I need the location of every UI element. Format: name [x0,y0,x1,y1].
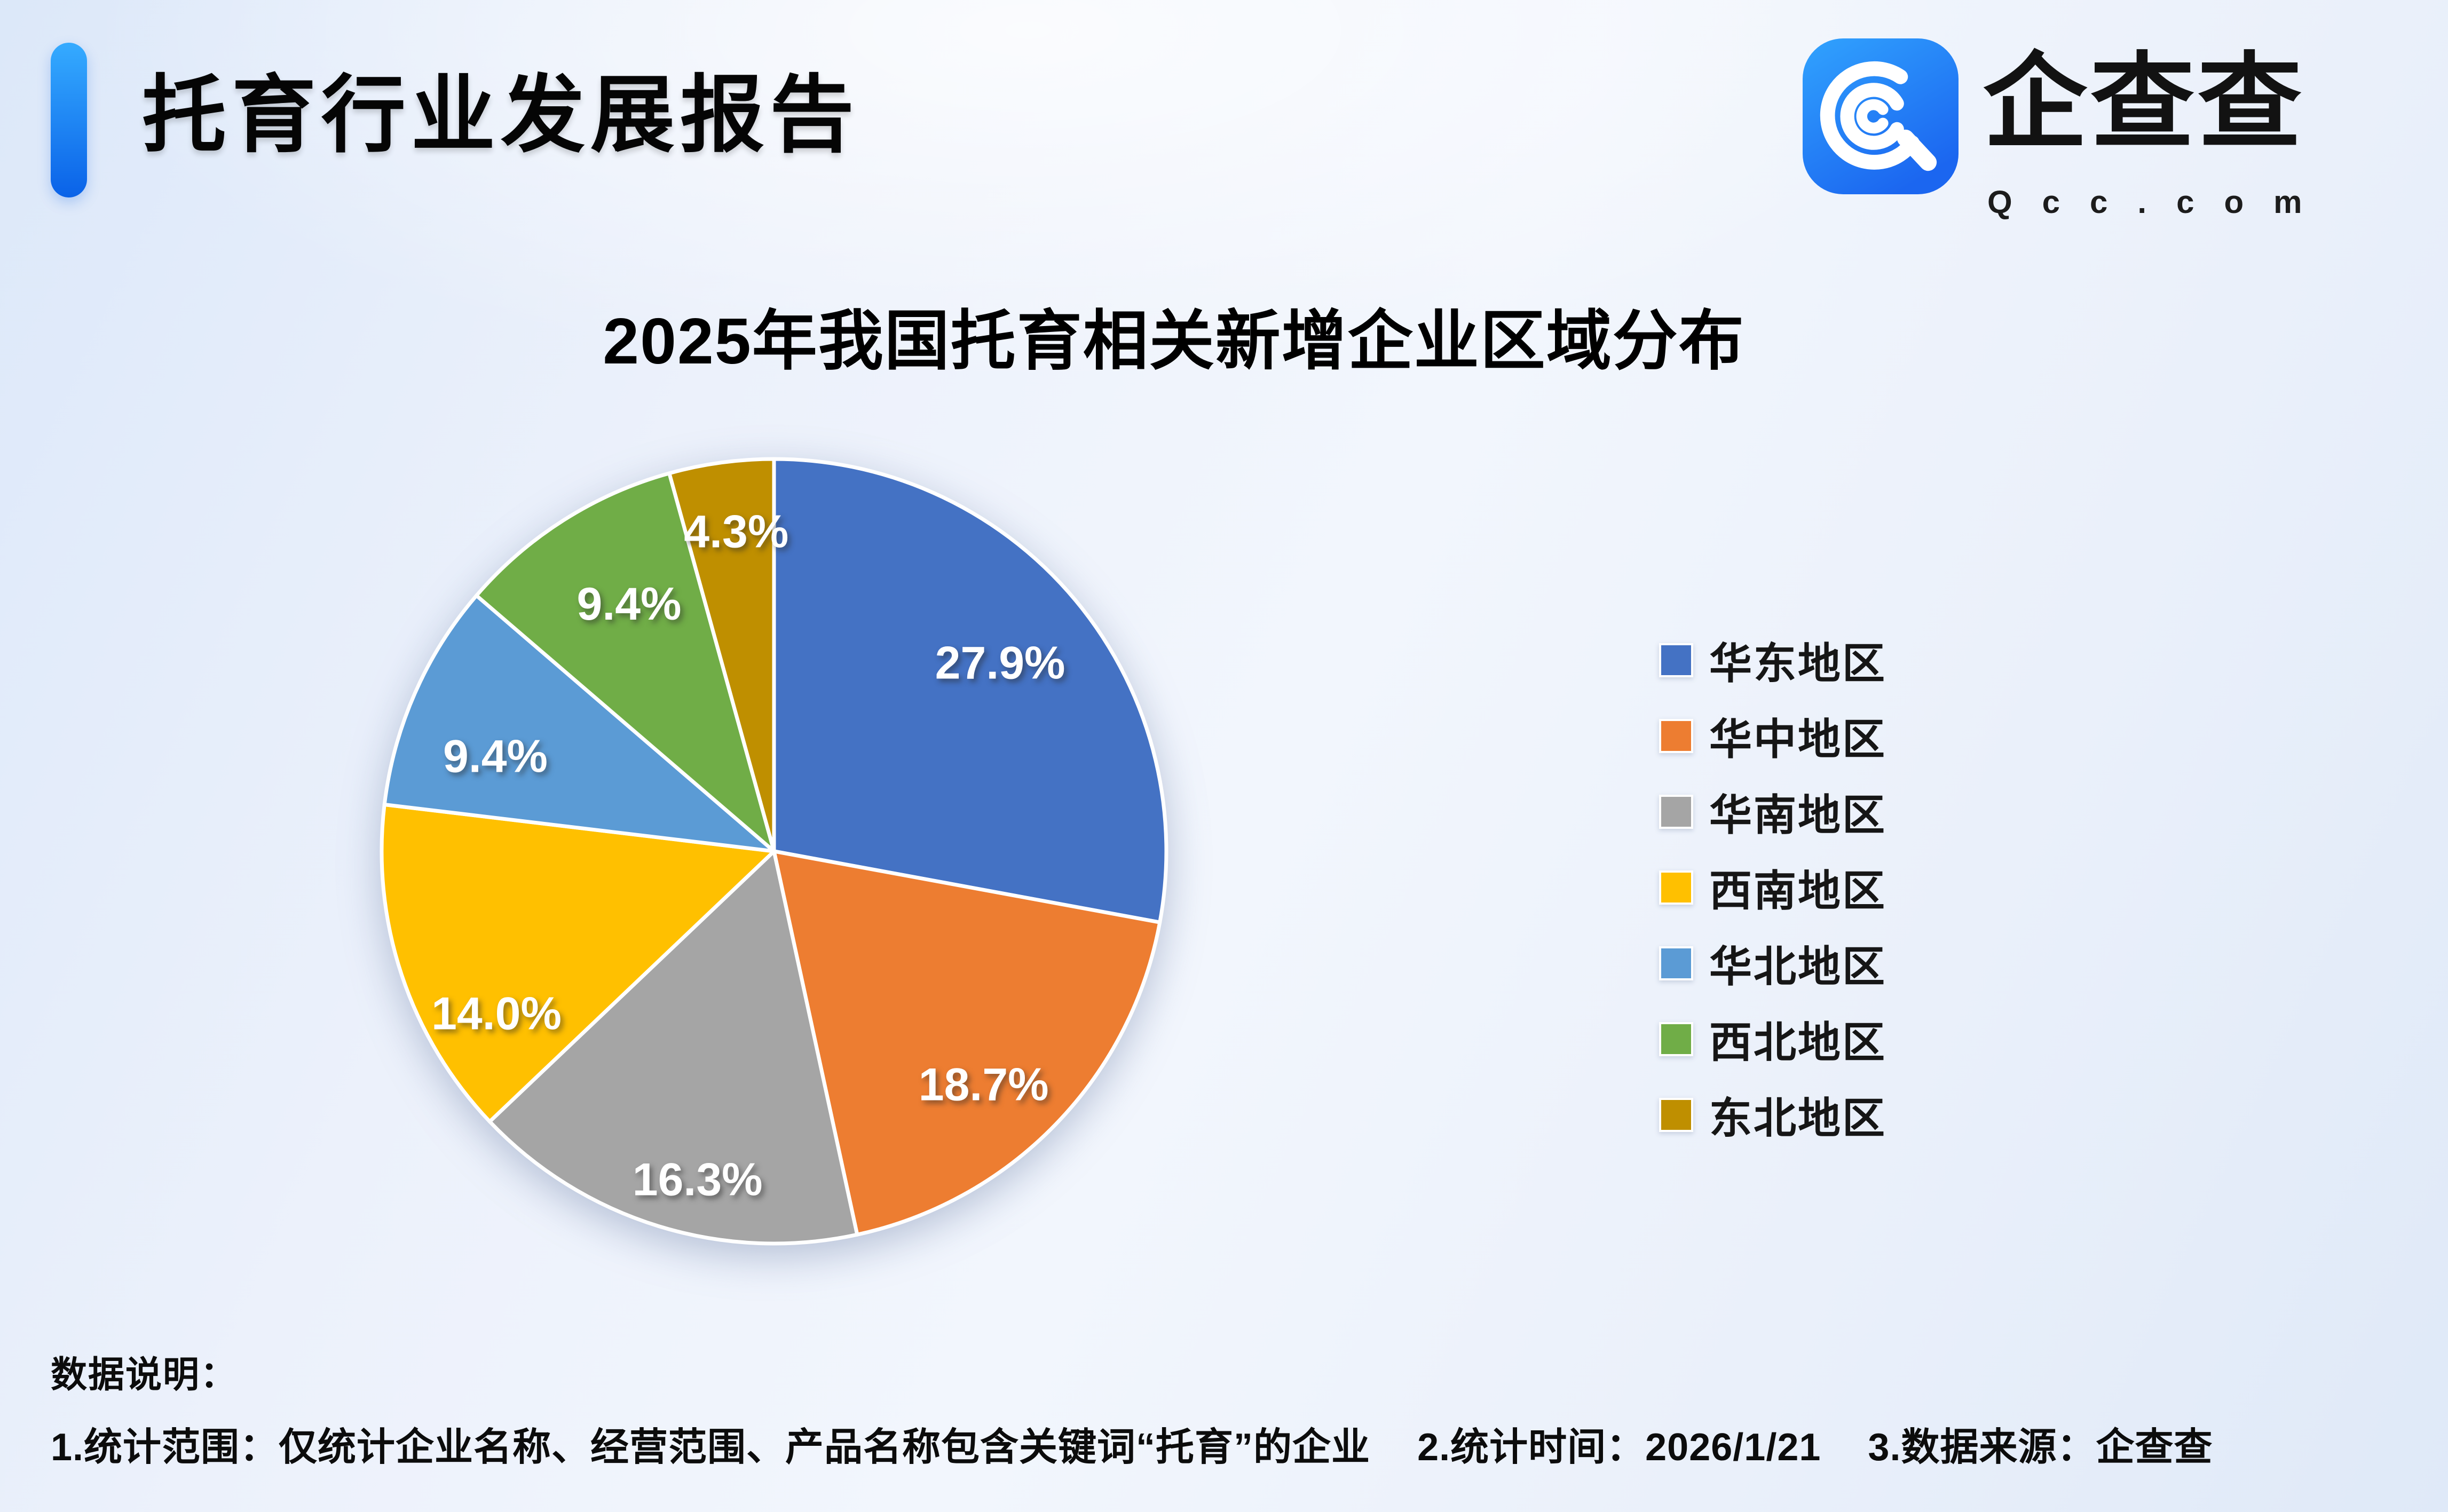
qcc-logo-domain: Qcc.com [1987,184,2332,220]
chart-title: 2025年我国托育相关新增企业区域分布 [603,305,1745,377]
legend-label: 东北地区 [1709,1095,1886,1142]
report-title: 托育行业发展报告 [142,68,859,162]
pie-slice-华中地区 [772,849,1162,1237]
legend-label: 华中地区 [1709,716,1886,763]
legend-item: 东北地区 [1659,1077,1886,1153]
legend-swatch [1659,719,1693,753]
pie-label-东北地区: 4.3% [684,506,788,558]
legend-swatch [1659,946,1693,980]
legend-swatch [1659,795,1693,829]
pie-slice-华北地区 [382,593,776,853]
legend-item: 华东地区 [1659,622,1886,698]
legend-swatch [1659,643,1693,677]
qcc-logo: 企查查 Qcc.com [1803,38,2400,220]
pie-label-西南地区: 14.0% [431,988,562,1040]
pie-slice-东北地区 [667,457,776,853]
legend-swatch [1659,1022,1693,1056]
footer-note-time: 2.统计时间：2026/1/21 [1417,1426,1821,1469]
pie-label-华东地区: 27.9% [935,637,1065,688]
qcc-logo-text: 企查查 [1983,44,2305,161]
legend-label: 华北地区 [1709,943,1886,991]
legend-item: 华中地区 [1659,698,1886,774]
pie-slice-华南地区 [487,849,859,1246]
footer-note-source: 3.数据来源：企查查 [1868,1426,2213,1469]
qcc-logo-icon [1803,38,1959,194]
pie-slice-华东地区 [772,457,1168,924]
pie-label-华南地区: 16.3% [633,1154,763,1206]
legend-label: 华南地区 [1709,791,1886,839]
pie-slice-西北地区 [475,471,776,853]
footer-notes: 1.统计范围：仅统计企业名称、经营范围、产品名称包含关键词“托育”的企业 2.统… [51,1415,2213,1471]
legend-label: 华东地区 [1709,640,1886,687]
legend-item: 西南地区 [1659,850,1886,925]
footer-heading: 数据说明： [51,1355,238,1395]
pie-chart: 27.9%18.7%16.3%14.0%9.4%9.4%4.3% [380,457,1168,1246]
legend-swatch [1659,1098,1693,1132]
title-accent-bar [51,43,87,197]
legend-item: 华北地区 [1659,925,1886,1001]
legend-label: 西南地区 [1709,867,1886,915]
pie-label-华北地区: 9.4% [443,731,548,782]
pie-slice-西南地区 [380,803,776,1123]
pie-label-华中地区: 18.7% [919,1059,1049,1111]
legend-item: 华南地区 [1659,774,1886,850]
legend-item: 西北地区 [1659,1001,1886,1077]
footer-note-scope: 1.统计范围：仅统计企业名称、经营范围、产品名称包含关键词“托育”的企业 [51,1426,1371,1469]
legend-label: 西北地区 [1709,1019,1886,1066]
legend-swatch [1659,870,1693,905]
pie-label-西北地区: 9.4% [577,579,681,630]
chart-legend: 华东地区华中地区华南地区西南地区华北地区西北地区东北地区 [1659,622,1886,1153]
